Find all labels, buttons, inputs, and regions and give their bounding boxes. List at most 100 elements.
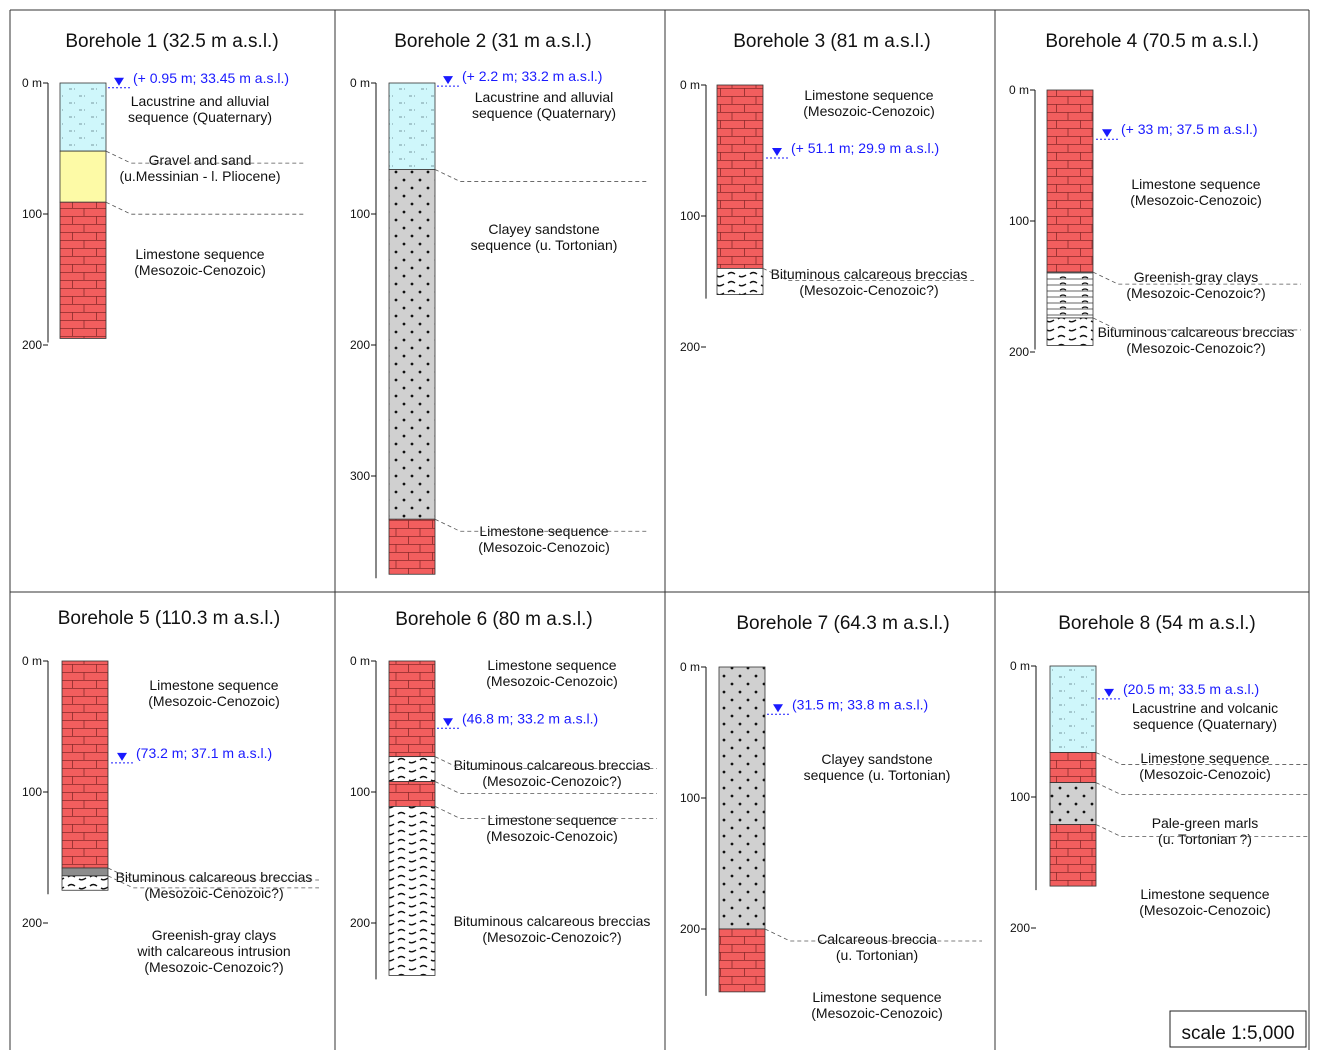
layer-label-line: (Mesozoic-Cenozoic) [134, 262, 265, 278]
layer-label-line: sequence (Quaternary) [1133, 716, 1277, 732]
water-level-label: (31.5 m; 33.8 m a.s.l.) [792, 696, 928, 712]
layer-label-line: (Mesozoic-Cenozoic) [1130, 192, 1261, 208]
borehole-panel-2: Borehole 2 (31 m a.s.l.) 0 m 100 200 300 Lacu… [350, 31, 649, 579]
depth-tick-label: 0 m [1009, 83, 1029, 97]
layer-sandstone [718, 666, 766, 930]
layer-label-line: Calcareous breccia [817, 931, 937, 947]
layer-label-line: Lacustrine and volcanic [1132, 700, 1278, 716]
depth-tick-label: 100 [680, 791, 700, 805]
layer-sandstone [1049, 782, 1097, 825]
depth-tick-label: 0 m [22, 654, 42, 668]
layer-label-line: (Mesozoic-Cenozoic) [486, 673, 617, 689]
layer-limestone [388, 781, 436, 807]
layer-limestone [718, 928, 766, 993]
layer-label: Bituminous calcareous breccias (Mesozoic-… [1098, 324, 1295, 356]
layer-label-line: Lacustrine and alluvial [475, 89, 614, 105]
layer-label-line: Limestone sequence [149, 677, 278, 693]
layer-label: Bituminous calcareous breccias (Mesozoic-… [771, 266, 968, 298]
contact-leader [434, 756, 657, 770]
contact-leader [105, 201, 305, 215]
layer-label-line: Limestone sequence [487, 812, 616, 828]
layer-label-line: (u. Tortonian ?) [1158, 831, 1252, 847]
layer-label-line: (Mesozoic-Cenozoic) [811, 1005, 942, 1021]
contact-leader [107, 875, 319, 889]
water-level-label: (+ 2.2 m; 33.2 m a.s.l.) [462, 68, 602, 84]
layer-label-line: (Mesozoic-Cenozoic) [478, 539, 609, 555]
layer-label-line: Limestone sequence [135, 246, 264, 262]
layer-label-line: Limestone sequence [1131, 176, 1260, 192]
borehole-title: Borehole 3 (81 m a.s.l.) [733, 31, 930, 52]
layer-label-line: (Mesozoic-Cenozoic) [486, 828, 617, 844]
water-level-label: (+ 33 m; 37.5 m a.s.l.) [1121, 121, 1258, 137]
contact-leader [1092, 317, 1301, 331]
layer-label-line: (Mesozoic-Cenozoic?) [482, 773, 621, 789]
water-level-icon [117, 752, 127, 761]
water-level-icon [443, 718, 453, 727]
layer-greyband [61, 867, 109, 877]
depth-tick-label: 100 [1009, 214, 1029, 228]
borehole-title: Borehole 4 (70.5 m a.s.l.) [1045, 31, 1258, 52]
borehole-panel-6: Borehole 6 (80 m a.s.l.) 0 m 100 200 Limesto… [350, 609, 657, 980]
layer-label-line: sequence (Quaternary) [128, 109, 272, 125]
layer-label-line: Limestone sequence [487, 657, 616, 673]
depth-tick-label: 200 [680, 340, 700, 354]
scale-label: scale 1:5,000 [1181, 1023, 1294, 1044]
water-level-icon [1102, 129, 1112, 138]
layer-limestone [1046, 89, 1094, 273]
layer-breccia [388, 756, 436, 782]
layer-limestone [388, 660, 436, 758]
layer-label: Bituminous calcareous breccias (Mesozoic-… [454, 757, 651, 789]
depth-tick-label: 200 [22, 338, 42, 352]
water-level-icon [772, 147, 782, 156]
panel-grid [9, 9, 1310, 1050]
layer-lacustrine [1049, 665, 1097, 753]
layer-label-line: (Mesozoic-Cenozoic?) [799, 282, 938, 298]
layer-label-line: (Mesozoic-Cenozoic) [803, 103, 934, 119]
layer-label-line: Clayey sandstone [821, 751, 933, 767]
depth-tick-label: 100 [22, 785, 42, 799]
layer-label-line: Greenish-gray clays [152, 927, 277, 943]
layer-label: Limestone sequence (Mesozoic-Cenozoic) [486, 812, 617, 844]
layer-lacustrine [59, 82, 107, 152]
layer-label-line: Bituminous calcareous breccias [454, 913, 651, 929]
layer-breccia [388, 806, 436, 976]
contact-leader [434, 806, 657, 819]
layer-label-line: Lacustrine and alluvial [131, 93, 270, 109]
layer-label-line: Limestone sequence [1140, 750, 1269, 766]
layer-limestone [1049, 752, 1097, 783]
layer-label: Lacustrine and alluvial sequence (Quatern… [472, 89, 616, 121]
depth-tick-label: 0 m [1010, 659, 1030, 673]
contact-leader [105, 150, 305, 164]
layer-label: Bituminous calcareous breccias (Mesozoic-… [454, 913, 651, 945]
layer-label: Limestone sequence (Mesozoic-Cenozoic) [811, 989, 942, 1021]
contact-leader [434, 781, 657, 794]
layer-label-line: Limestone sequence [479, 523, 608, 539]
layer-label-line: (Mesozoic-Cenozoic?) [482, 929, 621, 945]
depth-tick-label: 100 [1010, 790, 1030, 804]
water-level-label: (20.5 m; 33.5 m a.s.l.) [1123, 681, 1259, 697]
layer-label-line: Greenish-gray clays [1134, 269, 1259, 285]
borehole-title: Borehole 6 (80 m a.s.l.) [395, 609, 592, 630]
layer-label: Pale-green marls (u. Tortonian ?) [1152, 815, 1259, 847]
layer-label: Greenish-gray clays (Mesozoic-Cenozoic?) [1126, 269, 1265, 301]
depth-tick-label: 100 [22, 207, 42, 221]
layer-label: Bituminous calcareous breccias (Mesozoic-… [116, 869, 313, 901]
layer-gravel [59, 150, 107, 203]
layer-lacustrine [388, 82, 436, 170]
borehole-title: Borehole 7 (64.3 m a.s.l.) [736, 613, 949, 634]
layer-label-line: Bituminous calcareous breccias [454, 757, 651, 773]
layer-label: Lacustrine and volcanic sequence (Quatern… [1132, 700, 1278, 732]
layer-label-line: sequence (u. Tortonian) [471, 237, 618, 253]
water-level-icon [114, 77, 124, 86]
water-level-label: (46.8 m; 33.2 m a.s.l.) [462, 710, 598, 726]
layer-label-line: Limestone sequence [804, 87, 933, 103]
borehole-panel-8: Borehole 8 (54 m a.s.l.) 0 m 100 200 Lacustr… [1010, 613, 1310, 935]
contact-leader [1095, 752, 1310, 765]
layer-label: Limestone sequence (Mesozoic-Cenozoic) [1130, 176, 1261, 208]
depth-tick-label: 100 [350, 207, 370, 221]
water-level-label: (+ 51.1 m; 29.9 m a.s.l.) [791, 140, 939, 156]
borehole-panel-1: Borehole 1 (32.5 m a.s.l.) 0 m 100 200 Lacus… [22, 31, 305, 352]
scale-box-frame [1169, 1010, 1307, 1048]
layer-label-line: Bituminous calcareous breccias [116, 869, 313, 885]
